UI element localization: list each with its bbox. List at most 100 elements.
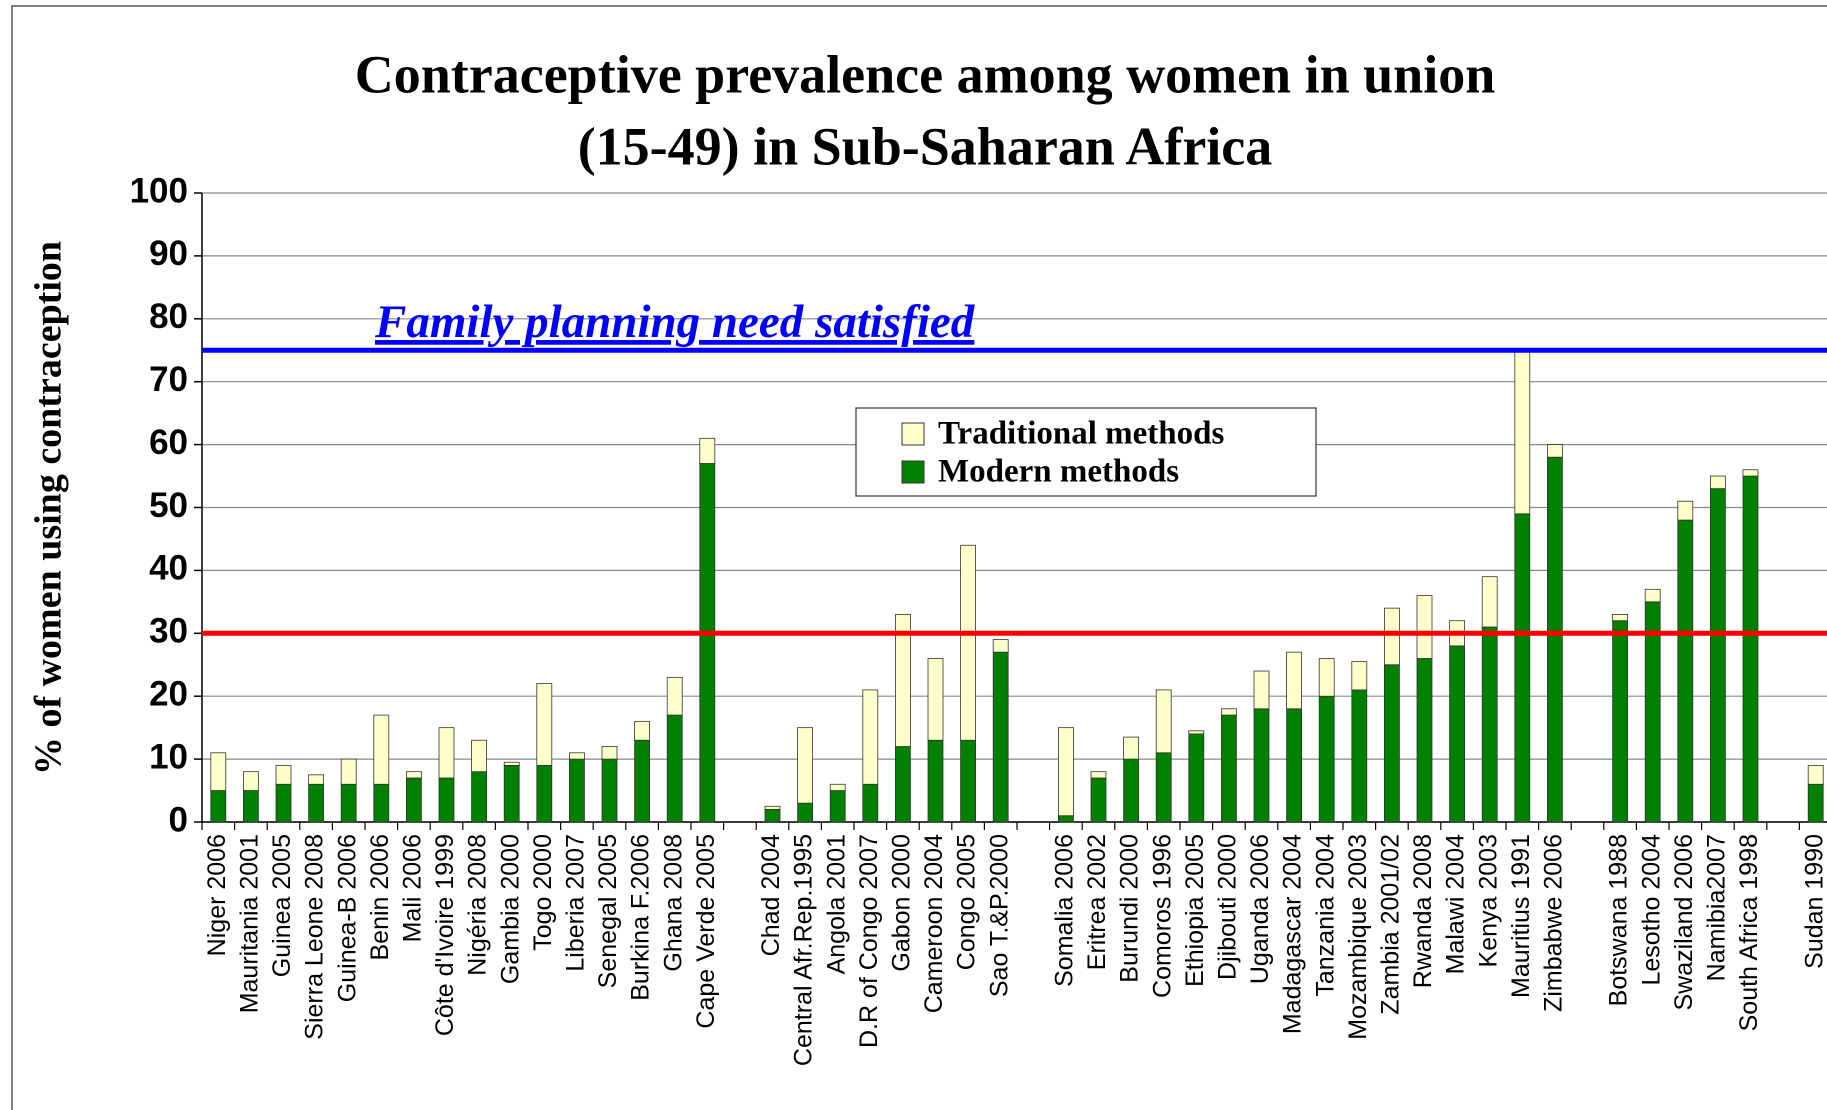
x-tick-label: Angola 2001	[822, 834, 850, 974]
bar-segment	[927, 739, 944, 823]
y-tick-label: 0	[169, 800, 188, 839]
y-tick-label: 60	[149, 423, 188, 462]
bar-segment	[1155, 689, 1172, 754]
bar-segment	[992, 651, 1009, 823]
bar-segment	[1058, 815, 1074, 823]
bar-segment	[1253, 670, 1270, 710]
bar-segment	[1807, 764, 1824, 785]
x-tick-label: Namibia2007	[1703, 834, 1731, 981]
x-tick-label: Congo 2005	[953, 834, 981, 970]
bar-segment	[1090, 777, 1107, 823]
x-tick-label: Zambia 2001/02	[1377, 834, 1405, 1015]
legend-swatch	[901, 422, 925, 446]
bar-segment	[1612, 620, 1628, 823]
bar-segment	[536, 683, 553, 766]
x-tick-label: Togo 2000	[529, 834, 557, 951]
bar-segment	[764, 805, 781, 810]
x-tick-label: Botswana 1988	[1605, 834, 1633, 1006]
bar-segment	[829, 790, 846, 823]
bar-segment	[1742, 469, 1759, 477]
bar-segment	[1710, 475, 1726, 490]
bar-segment	[340, 758, 357, 785]
bar-segment	[895, 746, 911, 823]
x-tick-label: Somalia 2006	[1051, 834, 1079, 987]
bar-segment	[1286, 708, 1302, 823]
bar-segment	[536, 764, 553, 823]
bar-segment	[1547, 444, 1563, 458]
legend-label: Modern methods	[938, 454, 1179, 490]
bar-segment	[1253, 708, 1270, 823]
x-tick-label: Eritrea 2002	[1083, 834, 1111, 970]
bar-segment	[275, 764, 292, 785]
bar-segment	[862, 783, 879, 823]
y-tick-label: 80	[149, 297, 188, 336]
bar-segment	[210, 790, 227, 823]
x-tick-label: Swaziland 2006	[1670, 834, 1698, 1011]
x-tick-label: Burkina F.2006	[627, 834, 655, 1001]
x-tick-label: Sierra Leone 2008	[301, 834, 329, 1040]
bar-segment	[438, 777, 455, 823]
legend-label: Traditional methods	[938, 416, 1224, 452]
bar-segment	[1123, 758, 1139, 823]
y-tick-label: 50	[149, 486, 188, 525]
x-tick-label: Senegal 2005	[594, 834, 622, 988]
bar-segment	[1416, 595, 1433, 659]
bar-segment	[1221, 708, 1237, 716]
bar-segment	[1221, 714, 1237, 823]
x-tick-label: Lesotho 2004	[1637, 834, 1665, 986]
bar-segment	[1286, 651, 1302, 710]
x-tick-label: Guinea 2005	[268, 834, 296, 977]
bar-segment	[243, 771, 259, 791]
bar-segment	[1384, 607, 1400, 666]
bar-segment	[1090, 771, 1107, 779]
x-tick-label: Malawi 2004	[1442, 834, 1470, 974]
bar-segment	[666, 714, 683, 823]
bar-segment	[1514, 513, 1531, 823]
bar-segment	[895, 614, 911, 747]
x-tick-label: Gabon 2000	[888, 834, 916, 972]
y-tick-label: 20	[149, 674, 188, 713]
bar-segment	[1514, 349, 1531, 515]
x-tick-label: Uganda 2006	[1246, 834, 1274, 984]
bar-segment	[1449, 645, 1465, 823]
frame	[11, 5, 1827, 1110]
bar-segment	[1188, 730, 1205, 735]
bar-segment	[471, 739, 487, 773]
bar-segment	[634, 739, 650, 823]
y-axis-label: % of women using contraception	[28, 241, 70, 775]
bar-segment	[1058, 727, 1074, 817]
bar-segment	[1155, 752, 1172, 823]
bar-segment	[1807, 783, 1824, 823]
bar-segment	[829, 783, 846, 791]
bar-segment	[601, 746, 618, 760]
x-tick-label: Burundi 2000	[1116, 834, 1144, 983]
x-tick-label: Ethiopia 2005	[1181, 834, 1209, 987]
x-tick-label: Mali 2006	[399, 834, 427, 942]
x-tick-label: Guinea-B 2006	[333, 834, 361, 1002]
x-tick-label: Sudan 1990	[1800, 834, 1827, 969]
bar-segment	[1547, 456, 1563, 823]
bar-segment	[1677, 519, 1694, 823]
bar-segment	[308, 783, 324, 823]
bar-segment	[927, 658, 944, 741]
bar-segment	[438, 727, 455, 779]
bar-segment	[634, 720, 650, 741]
x-tick-label: Chad 2004	[757, 834, 785, 956]
bar-segment	[666, 676, 683, 716]
bar-segment	[1123, 736, 1139, 760]
x-tick-label: Gambia 2000	[496, 834, 524, 984]
bar-segment	[406, 771, 422, 779]
x-tick-label: Comoros 1996	[1148, 834, 1176, 998]
bar-segment	[1677, 500, 1694, 521]
y-tick-label: 30	[149, 612, 188, 651]
x-tick-label: Madagascar 2004	[1279, 834, 1307, 1034]
x-tick-label: South Africa 1998	[1735, 834, 1763, 1031]
x-tick-label: Côte d'Ivoire 1999	[431, 834, 459, 1036]
bar-segment	[503, 761, 520, 766]
x-tick-label: Mauritania 2001	[236, 834, 264, 1013]
x-tick-label: D.R of Congo 2007	[855, 834, 883, 1048]
bar-segment	[243, 790, 259, 823]
bar-segment	[275, 783, 292, 823]
bar-segment	[699, 437, 716, 464]
